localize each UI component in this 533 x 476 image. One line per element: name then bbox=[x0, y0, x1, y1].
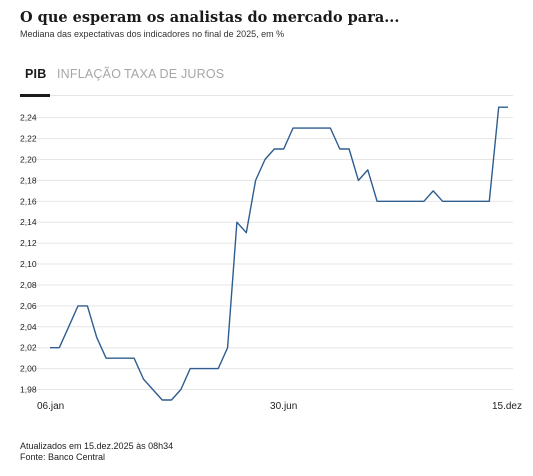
y-tick-label: 2,14 bbox=[20, 217, 37, 227]
page-subtitle: Mediana das expectativas dos indicadores… bbox=[20, 29, 285, 39]
tab-taxa-de-juros[interactable]: TAXA DE JUROS bbox=[124, 67, 225, 81]
tab-inflacao[interactable]: INFLAÇÃO bbox=[57, 67, 122, 81]
y-tick-label: 2,12 bbox=[20, 238, 37, 248]
y-axis-ticks: 2,24 2,22 2,20 2,18 2,16 2,14 2,12 2,10 2,08 2,06… bbox=[20, 113, 37, 395]
y-tick-label: 2,22 bbox=[20, 134, 37, 144]
x-tick-label: 06.jan bbox=[37, 401, 64, 412]
y-tick-label: 2,24 bbox=[20, 113, 37, 123]
active-tab-indicator bbox=[20, 94, 50, 97]
y-tick-label: 2,10 bbox=[20, 259, 37, 269]
y-tick-label: 2,18 bbox=[20, 175, 37, 185]
line-chart: 2,24 2,22 2,20 2,18 2,16 2,14 2,12 2,10 2,08 2,06… bbox=[20, 106, 522, 412]
x-tick-label: 30.jun bbox=[270, 401, 297, 412]
series-line bbox=[50, 106, 508, 401]
y-tick-label: 2,20 bbox=[20, 154, 37, 164]
x-tick-label: 15.dez bbox=[492, 401, 522, 412]
y-tick-label: 2,08 bbox=[20, 280, 37, 290]
y-tick-label: 2,02 bbox=[20, 343, 37, 353]
y-tick-label: 2,06 bbox=[20, 301, 37, 311]
source-note: Fonte: Banco Central bbox=[20, 452, 106, 462]
y-tick-label: 1,98 bbox=[20, 385, 37, 395]
tab-pib[interactable]: PIB bbox=[25, 67, 47, 81]
updated-note: Atualizados em 15.dez.2025 às 08h34 bbox=[20, 441, 174, 451]
y-tick-label: 2,16 bbox=[20, 196, 37, 206]
page-title: O que esperam os analistas do mercado pa… bbox=[20, 9, 400, 26]
x-axis-ticks: 06.jan 30.jun 15.dez bbox=[37, 401, 522, 412]
series-lines bbox=[50, 106, 508, 401]
indicator-tabs: PIB INFLAÇÃO TAXA DE JUROS bbox=[20, 62, 513, 97]
y-tick-label: 2,00 bbox=[20, 364, 37, 374]
y-tick-label: 2,04 bbox=[20, 322, 37, 332]
footer: Atualizados em 15.dez.2025 às 08h34 Font… bbox=[20, 441, 173, 463]
grid-lines bbox=[20, 117, 513, 391]
